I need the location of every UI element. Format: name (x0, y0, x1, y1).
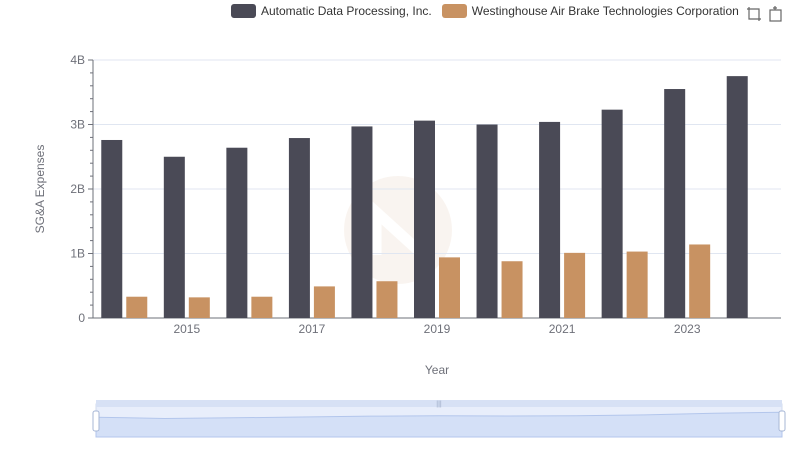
bar[interactable] (188, 297, 210, 318)
chart-legend: Automatic Data Processing, Inc. Westingh… (231, 4, 749, 18)
legend-swatch-adp (231, 4, 256, 18)
x-tick-label: 2017 (299, 322, 326, 336)
x-tick-label: 2023 (674, 322, 701, 336)
y-tick-label: 3B (70, 118, 85, 132)
y-tick-label: 0 (78, 311, 85, 325)
bar[interactable] (226, 147, 248, 318)
data-zoom-slider[interactable]: ||| (92, 400, 786, 438)
bar[interactable] (376, 281, 398, 318)
y-tick-label: 4B (70, 53, 85, 67)
bar[interactable] (501, 261, 523, 318)
x-axis-title: Year (425, 363, 449, 377)
bar[interactable] (351, 126, 373, 318)
bar[interactable] (726, 76, 748, 318)
bar[interactable] (664, 89, 686, 319)
x-tick-label: 2019 (424, 322, 451, 336)
chart-toolbox (745, 5, 789, 23)
zoom-handle-right[interactable] (778, 410, 786, 432)
y-tick-label: 2B (70, 182, 85, 196)
y-axis-title: SG&A Expenses (33, 145, 47, 234)
zoom-handle-left[interactable] (92, 410, 100, 432)
legend-item-wabtec[interactable]: Westinghouse Air Brake Technologies Corp… (441, 4, 739, 18)
legend-item-adp[interactable]: Automatic Data Processing, Inc. (231, 4, 432, 18)
bar[interactable] (313, 286, 335, 318)
bar[interactable] (288, 138, 310, 318)
zoom-icon[interactable] (745, 5, 763, 23)
bar[interactable] (539, 121, 561, 318)
bar[interactable] (689, 244, 711, 318)
zoom-range-bar[interactable] (96, 400, 782, 407)
legend-swatch-wabtec (441, 4, 467, 18)
bar[interactable] (626, 251, 648, 318)
bar[interactable] (439, 257, 460, 318)
legend-label-adp: Automatic Data Processing, Inc. (261, 4, 432, 18)
x-tick-label: 2021 (549, 322, 576, 336)
zoom-drag-handle[interactable]: ||| (436, 401, 442, 408)
y-tick-label: 1B (70, 247, 85, 261)
bar[interactable] (414, 120, 435, 318)
legend-label-wabtec: Westinghouse Air Brake Technologies Corp… (471, 4, 739, 18)
zoom-preview-area (95, 411, 783, 438)
x-axis: 2015 2017 2019 2021 2023 (93, 317, 781, 336)
zoom-reset-icon[interactable] (767, 5, 785, 23)
bar[interactable] (126, 296, 148, 318)
bar[interactable] (601, 109, 623, 318)
x-tick-label: 2015 (173, 322, 200, 336)
y-axis: 0 1B 2B 3B 4B (70, 53, 94, 325)
bar[interactable] (163, 156, 185, 318)
bar[interactable] (251, 296, 273, 318)
bar[interactable] (476, 124, 498, 319)
bar[interactable] (101, 139, 123, 318)
bar-series (101, 76, 748, 319)
bar[interactable] (564, 252, 586, 318)
